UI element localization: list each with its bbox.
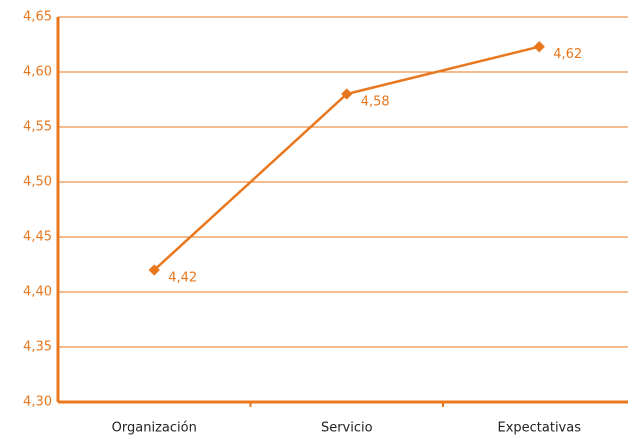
value-label: 4,62 xyxy=(553,47,582,62)
x-tick-label: Expectativas xyxy=(497,421,581,436)
value-label: 4,58 xyxy=(361,95,390,110)
y-tick-label: 4,40 xyxy=(23,285,52,300)
y-tick-label: 4,50 xyxy=(23,175,52,190)
y-tick-label: 4,45 xyxy=(23,230,52,245)
marker xyxy=(148,264,160,276)
value-label: 4,42 xyxy=(168,271,197,286)
y-tick-label: 4,55 xyxy=(23,120,52,135)
x-tick-label: Servicio xyxy=(321,421,373,436)
y-tick-label: 4,65 xyxy=(23,10,52,25)
y-tick-label: 4,60 xyxy=(23,65,52,80)
marker xyxy=(533,41,545,53)
y-tick-label: 4,35 xyxy=(23,340,52,355)
x-tick-label: Organización xyxy=(112,421,197,436)
y-tick-label: 4,30 xyxy=(23,395,52,410)
